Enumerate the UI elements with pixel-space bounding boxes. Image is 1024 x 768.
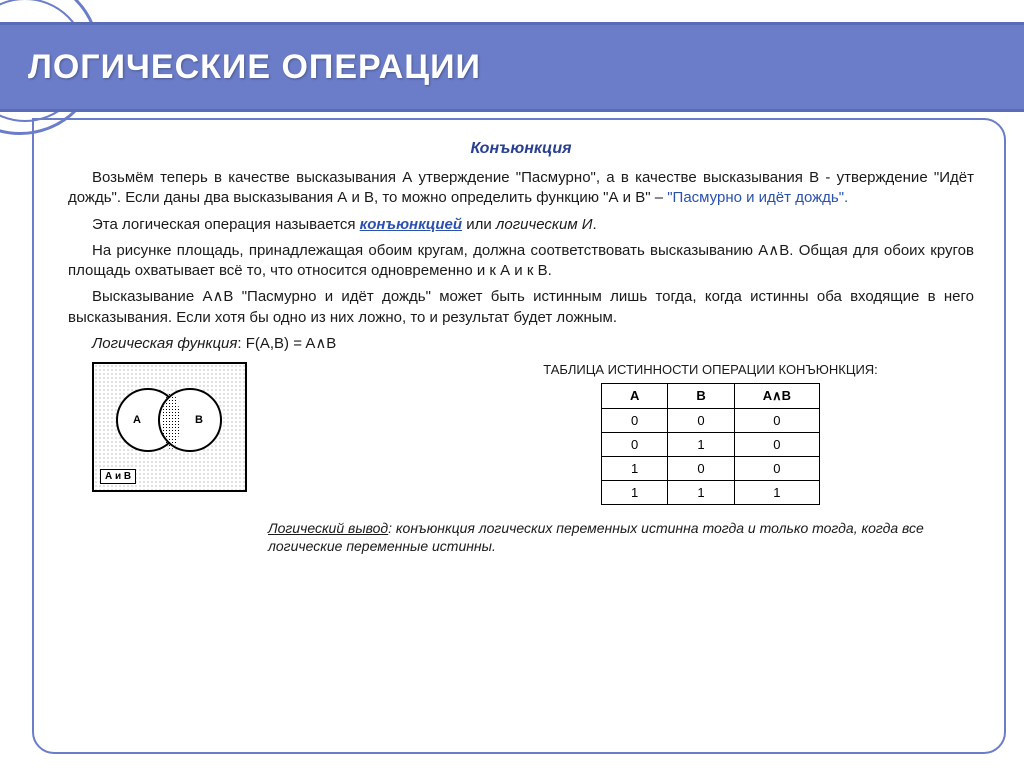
paragraph-3: На рисунке площадь, принадлежащая обоим … bbox=[68, 241, 974, 282]
paragraph-2: Эта логическая операция называется конъю… bbox=[68, 215, 974, 235]
th-b: B bbox=[668, 383, 734, 408]
cell: 1 bbox=[668, 480, 734, 504]
p2a: Эта логическая операция называется bbox=[92, 216, 360, 233]
table-row: 1 0 0 bbox=[601, 456, 819, 480]
cell: 0 bbox=[668, 456, 734, 480]
table-row: 1 1 1 bbox=[601, 480, 819, 504]
cell: 0 bbox=[601, 408, 667, 432]
cell: 0 bbox=[734, 432, 819, 456]
table-title: ТАБЛИЦА ИСТИННОСТИ ОПЕРАЦИИ КОНЪЮНКЦИЯ: bbox=[447, 362, 974, 377]
cell: 0 bbox=[668, 408, 734, 432]
conclusion: Логический вывод: конъюнкция логических … bbox=[268, 519, 974, 555]
p2-term: конъюнкцией bbox=[360, 216, 462, 233]
func-expr: : F(A,B) = A∧B bbox=[237, 335, 336, 352]
p1-highlight: "Пасмурно и идёт дождь". bbox=[667, 189, 848, 206]
header-bar: ЛОГИЧЕСКИЕ ОПЕРАЦИИ bbox=[0, 22, 1024, 112]
cell: 0 bbox=[734, 408, 819, 432]
p2-term2: логическим И bbox=[496, 216, 593, 233]
paragraph-4: Высказывание А∧В "Пасмурно и идёт дождь"… bbox=[68, 287, 974, 328]
p2c: или bbox=[462, 216, 496, 233]
table-row: 0 1 0 bbox=[601, 432, 819, 456]
func-label: Логическая функция bbox=[92, 335, 237, 352]
table-header-row: A B A∧B bbox=[601, 383, 819, 408]
venn-diagram: A B А и В bbox=[92, 362, 247, 492]
venn-intersection bbox=[162, 393, 180, 449]
cell: 1 bbox=[734, 480, 819, 504]
cell: 1 bbox=[668, 432, 734, 456]
table-row: 0 0 0 bbox=[601, 408, 819, 432]
cell: 1 bbox=[601, 480, 667, 504]
conclusion-label: Логический вывод bbox=[268, 520, 388, 536]
content-frame: Конъюнкция Возьмём теперь в качестве выс… bbox=[32, 118, 1006, 754]
venn-label-a: A bbox=[132, 414, 142, 426]
function-line: Логическая функция: F(A,B) = A∧B bbox=[68, 334, 974, 352]
truth-table: A B A∧B 0 0 0 0 1 0 bbox=[601, 383, 820, 505]
cell: 1 bbox=[601, 456, 667, 480]
paragraph-1: Возьмём теперь в качестве высказывания А… bbox=[68, 168, 974, 209]
venn-label-b: B bbox=[194, 414, 204, 426]
cell: 0 bbox=[734, 456, 819, 480]
slide-title: ЛОГИЧЕСКИЕ ОПЕРАЦИИ bbox=[28, 48, 481, 87]
th-ab: A∧B bbox=[734, 383, 819, 408]
cell: 0 bbox=[601, 432, 667, 456]
bottom-row: A B А и В ТАБЛИЦА ИСТИННОСТИ ОПЕРАЦИИ КО… bbox=[68, 362, 974, 505]
truth-table-section: ТАБЛИЦА ИСТИННОСТИ ОПЕРАЦИИ КОНЪЮНКЦИЯ: … bbox=[447, 362, 974, 505]
th-a: A bbox=[601, 383, 667, 408]
p2e: . bbox=[593, 216, 597, 233]
section-subtitle: Конъюнкция bbox=[68, 140, 974, 158]
venn-caption: А и В bbox=[100, 469, 136, 484]
